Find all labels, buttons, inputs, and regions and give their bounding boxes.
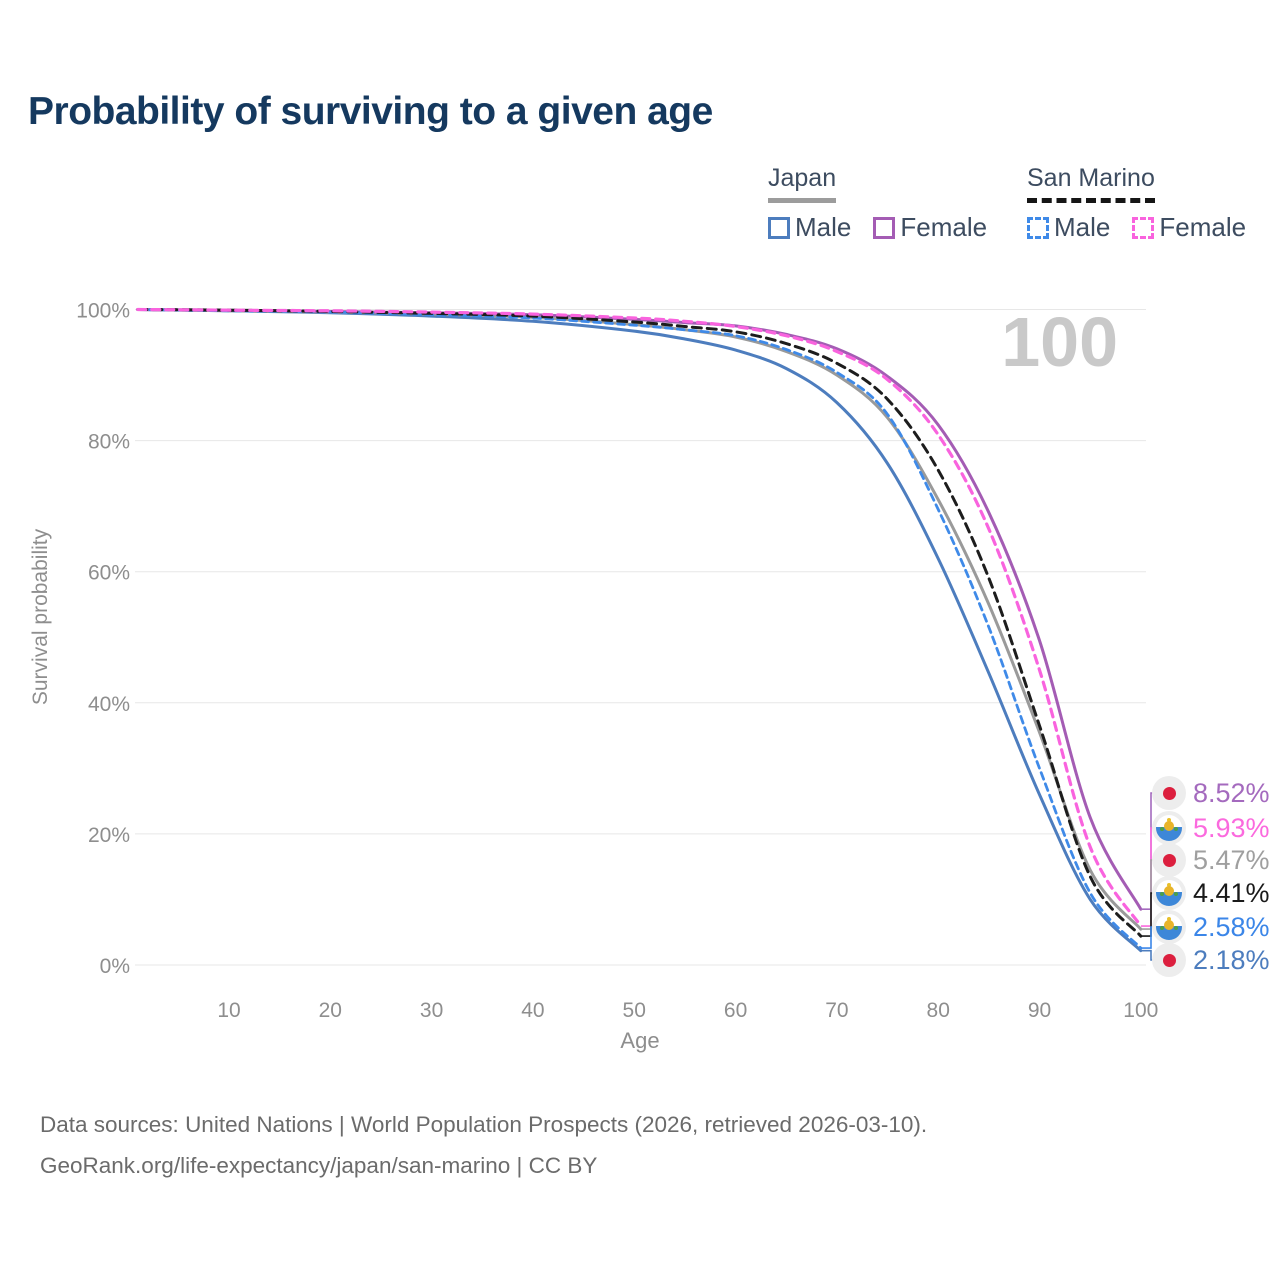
end-label-value: 5.47%: [1193, 844, 1270, 875]
san-marino-flag-emblem: [1164, 885, 1174, 896]
x-tick-label: 100: [1123, 999, 1158, 1022]
x-tick-label: 40: [521, 999, 544, 1022]
san-marino-flag-icon: [1152, 876, 1186, 910]
x-tick-label: 20: [319, 999, 342, 1022]
japan-flag-icon: [1152, 843, 1186, 877]
san-marino-flag-field: [1156, 815, 1182, 841]
attribution-line: GeoRank.org/life-expectancy/japan/san-ma…: [40, 1153, 598, 1178]
end-label-row-san-marino-female[interactable]: 5.93%: [1152, 811, 1270, 845]
x-tick-label: 10: [217, 999, 240, 1022]
x-tick-label: 60: [724, 999, 747, 1022]
series-line-san-marino-female[interactable]: [136, 307, 1143, 928]
japan-flag-icon: [1152, 776, 1186, 810]
san-marino-flag-icon: [1152, 910, 1186, 944]
legend-items-japan: Male Female: [768, 212, 987, 243]
legend-title-japan: Japan: [768, 164, 837, 203]
page-title: Probability of surviving to a given age: [28, 90, 713, 133]
legend-group-san-marino: San Marino Male Female: [1027, 164, 1246, 243]
data-sources-line: Data sources: United Nations | World Pop…: [40, 1112, 928, 1137]
san-marino-male-swatch-icon: [1027, 216, 1049, 239]
y-tick-label: 80%: [88, 431, 130, 454]
legend-item-label: Male: [1054, 212, 1111, 242]
japan-flag-dot: [1162, 786, 1176, 800]
end-label-row-japan-male[interactable]: 2.18%: [1152, 943, 1270, 977]
legend-title-san-marino: San Marino: [1027, 164, 1155, 203]
end-label-row-japan-total[interactable]: 5.47%: [1152, 843, 1270, 877]
end-label-value: 8.52%: [1193, 777, 1270, 808]
x-tick-label: 50: [623, 999, 646, 1022]
legend-item-japan-male[interactable]: Male: [768, 212, 851, 243]
japan-flag-dot: [1162, 853, 1176, 867]
japan-flag-dot: [1162, 953, 1176, 967]
san-marino-flag-icon: [1152, 811, 1186, 845]
x-tick-label: 80: [927, 999, 950, 1022]
legend-item-label: Female: [1159, 212, 1247, 242]
y-tick-label: 20%: [88, 824, 130, 847]
x-tick-label: 30: [420, 999, 443, 1022]
japan-female-swatch-icon: [873, 216, 896, 239]
y-tick-label: 0%: [100, 955, 130, 978]
japan-flag-icon: [1152, 943, 1186, 977]
current-age-watermark: 100: [1001, 303, 1118, 381]
x-axis-title: Age: [620, 1028, 659, 1053]
x-tick-label: 70: [825, 999, 848, 1022]
legend-items-san-marino: Male Female: [1027, 212, 1246, 243]
legend-item-san-marino-male[interactable]: Male: [1027, 212, 1110, 243]
san-marino-flag-field: [1156, 914, 1182, 940]
end-label-row-san-marino-total[interactable]: 4.41%: [1152, 876, 1270, 910]
end-label-row-japan-female[interactable]: 8.52%: [1152, 776, 1270, 810]
legend-item-label: Female: [900, 212, 988, 242]
san-marino-flag-emblem: [1164, 919, 1174, 930]
y-tick-label: 60%: [88, 562, 130, 585]
legend-group-japan: Japan Male Female: [768, 164, 987, 243]
san-marino-flag-field: [1156, 880, 1182, 906]
y-tick-label: 100%: [76, 300, 130, 323]
end-label-row-san-marino-male[interactable]: 2.58%: [1152, 910, 1270, 944]
end-label-value: 4.41%: [1193, 877, 1270, 908]
san-marino-female-swatch-icon: [1132, 216, 1155, 239]
san-marino-flag-emblem: [1164, 820, 1174, 831]
y-axis-title: Survival probability: [29, 528, 52, 705]
x-tick-label: 90: [1028, 999, 1051, 1022]
legend-item-san-marino-female[interactable]: Female: [1132, 212, 1246, 243]
y-tick-label: 40%: [88, 693, 130, 716]
japan-male-swatch-icon: [768, 216, 790, 239]
end-label-value: 2.58%: [1193, 911, 1270, 942]
end-label-value: 2.18%: [1193, 944, 1270, 975]
end-label-value: 5.93%: [1193, 812, 1270, 843]
legend-item-japan-female[interactable]: Female: [873, 212, 987, 243]
footer: Data sources: United Nations | World Pop…: [40, 1104, 927, 1186]
legend-item-label: Male: [795, 212, 852, 242]
